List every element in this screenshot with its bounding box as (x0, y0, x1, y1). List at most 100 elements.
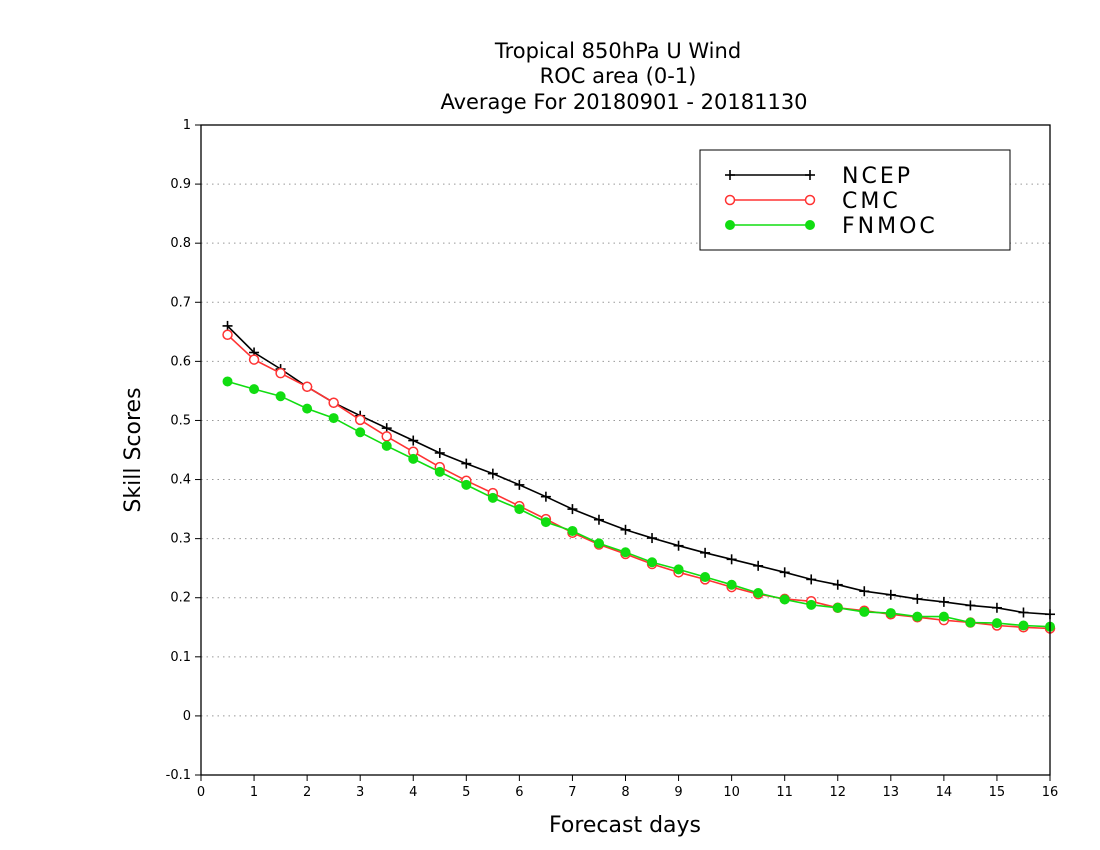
point-marker (408, 453, 419, 464)
title-line-1: Tropical 850hPa U Wind (494, 39, 741, 63)
y-tick-label: 0.6 (170, 354, 191, 369)
legend-label: CMC (842, 189, 901, 214)
point-marker (912, 593, 923, 604)
series-cmc (222, 329, 1056, 634)
point-marker (248, 354, 260, 365)
point-marker (328, 413, 339, 424)
point-marker (859, 606, 870, 617)
x-tick-label: 13 (883, 785, 900, 800)
point-marker (779, 594, 790, 605)
legend-item-fnmoc: FNMOC (725, 214, 938, 239)
point-marker (806, 599, 817, 610)
plot-frame (200, 124, 1051, 776)
point-marker (328, 397, 339, 408)
point-marker (381, 431, 392, 442)
point-marker (355, 427, 366, 438)
point-marker (275, 367, 286, 379)
point-marker (805, 220, 815, 230)
y-tick-label: 0.2 (170, 591, 191, 606)
point-marker (275, 391, 286, 402)
point-marker (593, 538, 604, 549)
point-marker (938, 611, 949, 622)
x-tick-label: 9 (674, 785, 682, 800)
point-marker (673, 564, 684, 575)
point-marker (222, 320, 233, 331)
chart-title: Tropical 850hPa U Wind ROC area (0-1) Av… (440, 39, 807, 114)
x-tick-label: 12 (829, 785, 846, 800)
point-marker (965, 600, 976, 611)
y-axis-label: Skill Scores (121, 387, 146, 512)
point-marker (832, 579, 843, 590)
point-marker (806, 574, 817, 585)
point-marker (461, 479, 472, 490)
x-tick-label: 15 (989, 785, 1006, 800)
y-tick-label: 0.8 (170, 236, 191, 251)
point-marker (540, 517, 551, 528)
legend-label: FNMOC (842, 214, 938, 239)
point-marker (753, 560, 764, 571)
point-marker (381, 440, 392, 451)
point-marker (249, 384, 260, 395)
point-marker (725, 170, 735, 180)
point-marker (700, 572, 711, 583)
series-line (227, 380, 1051, 628)
y-tick-label: 0.5 (170, 413, 191, 428)
point-marker (222, 329, 233, 341)
point-marker (434, 466, 445, 477)
point-marker (805, 170, 815, 180)
x-tick-label: 0 (197, 785, 205, 800)
point-marker (647, 557, 658, 568)
y-axis: -0.1 0 0.1 0.2 0.3 0.4 0.5 0.6 0.7 0.8 0.9 1 (166, 118, 201, 783)
point-marker (965, 617, 976, 628)
point-marker (885, 589, 896, 600)
point-marker (885, 608, 896, 619)
x-axis-label: Forecast days (549, 813, 701, 838)
point-marker (593, 514, 604, 525)
point-marker (514, 479, 525, 490)
point-marker (620, 547, 631, 558)
point-marker (408, 435, 419, 446)
x-tick-label: 14 (936, 785, 953, 800)
point-marker (434, 447, 445, 458)
series-ncep (222, 320, 1055, 620)
series-line (226, 325, 1051, 616)
x-axis: 0 1 2 3 4 5 6 7 8 9 10 11 12 13 14 15 16 (197, 775, 1058, 800)
point-marker (487, 468, 498, 479)
x-tick-label: 11 (776, 785, 793, 800)
point-marker (859, 586, 870, 597)
point-marker (724, 194, 736, 206)
x-tick-label: 5 (462, 785, 470, 800)
y-tick-label: 1 (183, 118, 191, 133)
y-tick-label: 0.7 (170, 295, 191, 310)
point-marker (567, 525, 578, 536)
point-marker (1018, 607, 1029, 618)
legend-item-cmc: CMC (724, 189, 901, 214)
gridlines (201, 183, 1050, 717)
point-marker (725, 220, 735, 230)
point-marker (673, 540, 684, 551)
series-lines (222, 320, 1056, 634)
point-marker (700, 547, 711, 558)
x-tick-label: 7 (568, 785, 576, 800)
point-marker (938, 596, 949, 607)
legend-label: NCEP (842, 164, 913, 189)
x-tick-label: 8 (621, 785, 629, 800)
x-tick-label: 10 (723, 785, 740, 800)
point-marker (487, 492, 498, 503)
point-marker (354, 414, 366, 426)
y-tick-label: 0.3 (170, 532, 191, 547)
point-marker (647, 533, 658, 544)
point-marker (514, 504, 525, 515)
y-tick-label: 0.4 (170, 473, 191, 488)
point-marker (302, 403, 313, 414)
point-marker (753, 588, 764, 598)
point-marker (620, 524, 631, 535)
x-tick-label: 16 (1042, 785, 1059, 800)
point-marker (726, 554, 737, 565)
point-marker (779, 567, 790, 578)
point-marker (567, 504, 578, 515)
x-tick-label: 6 (515, 785, 523, 800)
point-marker (461, 458, 472, 469)
